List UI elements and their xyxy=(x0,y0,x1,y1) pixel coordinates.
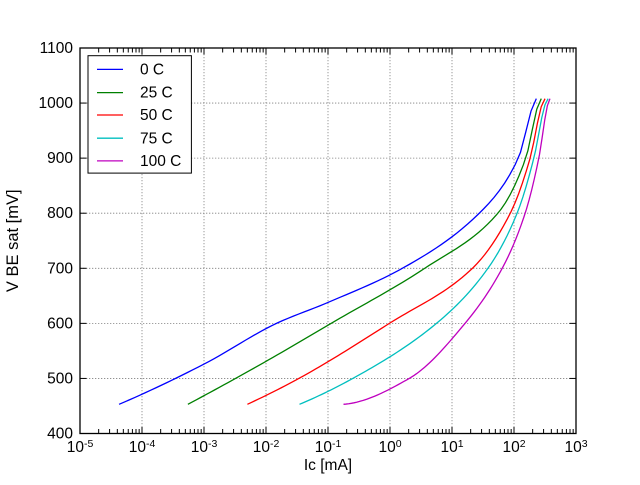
svg-text:25 C: 25 C xyxy=(140,85,173,102)
svg-text:10-2: 10-2 xyxy=(253,438,280,456)
svg-text:600: 600 xyxy=(47,315,73,332)
svg-text:101: 101 xyxy=(440,438,463,456)
svg-text:700: 700 xyxy=(47,260,73,277)
svg-text:1100: 1100 xyxy=(40,40,74,57)
svg-text:103: 103 xyxy=(564,438,587,456)
svg-text:10-1: 10-1 xyxy=(315,438,342,456)
svg-text:100: 100 xyxy=(378,438,401,456)
svg-text:500: 500 xyxy=(47,370,73,387)
svg-text:50 C: 50 C xyxy=(140,107,173,124)
svg-text:100 C: 100 C xyxy=(140,153,181,170)
svg-text:10-5: 10-5 xyxy=(67,438,94,456)
svg-text:0 C: 0 C xyxy=(140,62,164,79)
svg-text:V BE sat [mV]: V BE sat [mV] xyxy=(4,189,22,292)
svg-text:1000: 1000 xyxy=(39,95,74,112)
svg-text:900: 900 xyxy=(47,150,73,167)
svg-text:Ic [mA]: Ic [mA] xyxy=(304,457,352,474)
svg-text:10-3: 10-3 xyxy=(191,438,218,456)
svg-text:102: 102 xyxy=(502,438,525,456)
svg-text:800: 800 xyxy=(47,205,73,222)
svg-text:10-4: 10-4 xyxy=(129,438,156,456)
svg-text:75 C: 75 C xyxy=(140,130,173,147)
